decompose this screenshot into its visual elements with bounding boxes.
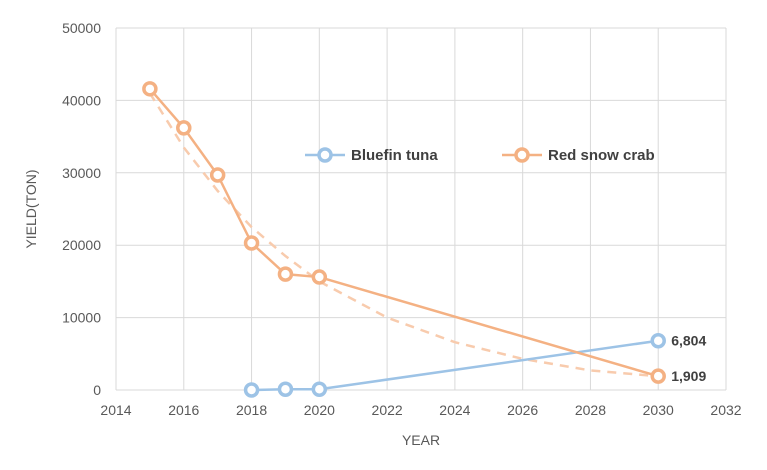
x-tick-label: 2020 [304,402,335,418]
x-tick-label: 2026 [507,402,538,418]
x-tick-label: 2030 [643,402,674,418]
data-point-bluefin-tuna [243,382,260,398]
data-point-red-snow-crab [277,266,294,282]
x-tick-label: 2014 [100,402,131,418]
x-tick-label: 2024 [439,402,470,418]
y-tick-label: 40000 [62,92,101,108]
data-point-red-snow-crab [311,269,328,285]
y-axis-label: YIELD(TON) [23,169,39,248]
series-line-red-snow-crab [148,87,659,378]
x-tick-label: 2032 [710,402,741,418]
data-point-red-snow-crab [243,235,260,251]
x-tick-label: 2018 [236,402,267,418]
y-tick-label: 10000 [62,310,101,326]
data-point-bluefin-tuna [311,381,328,398]
data-point-bluefin-tuna [277,381,294,398]
legend-marker [514,147,530,163]
data-point-red-snow-crab [209,167,226,183]
data-point-red-snow-crab [176,120,192,136]
data-point-bluefin-tuna [650,332,666,349]
x-axis-label: YEAR [402,432,440,448]
y-tick-label: 50000 [62,20,101,36]
trendline-red-snow-crab [148,92,659,378]
data-point-red-snow-crab [650,368,666,384]
x-tick-label: 2022 [372,402,403,418]
legend-marker [317,147,333,163]
x-tick-label: 2028 [575,402,606,418]
legend-entry: Bluefin tuna [351,147,438,164]
data-label: 1,909 [671,368,706,384]
y-tick-label: 0 [93,382,101,398]
y-tick-label: 20000 [62,237,101,253]
y-tick-label: 30000 [62,165,101,181]
data-label: 6,804 [671,333,706,349]
data-point-red-snow-crab [142,81,158,97]
series-line-bluefin-tuna [251,339,659,392]
legend-entry: Red snow crab [548,147,655,164]
x-tick-label: 2016 [168,402,199,418]
